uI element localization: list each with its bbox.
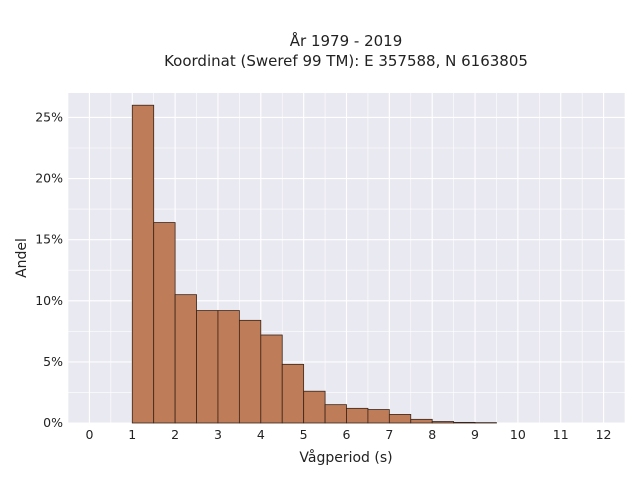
histogram-bar: [347, 408, 368, 423]
histogram-bar: [411, 419, 432, 423]
x-tick-label: 11: [553, 427, 569, 442]
histogram-bar: [132, 105, 153, 423]
y-axis-label: Andel: [14, 238, 30, 278]
x-tick-label: 0: [85, 427, 93, 442]
x-tick-label: 1: [128, 427, 136, 442]
chart-title-line1: År 1979 - 2019: [290, 31, 403, 50]
histogram-bar: [454, 422, 475, 423]
y-tick-label: 15%: [35, 232, 63, 247]
y-tick-label: 0%: [43, 415, 63, 430]
x-tick-label: 5: [300, 427, 308, 442]
y-tick-label: 20%: [35, 171, 63, 186]
x-axis-label: Vågperiod (s): [299, 449, 392, 466]
y-axis-ticks: 0% 5% 10% 15% 20% 25%: [35, 109, 63, 430]
histogram-bar: [282, 364, 303, 423]
histogram-bar: [261, 335, 282, 423]
x-tick-label: 3: [214, 427, 222, 442]
histogram-bar: [197, 311, 218, 423]
chart-title-line2: Koordinat (Sweref 99 TM): E 357588, N 61…: [164, 52, 528, 70]
x-tick-label: 12: [596, 427, 612, 442]
histogram-bar: [389, 414, 410, 423]
x-tick-label: 4: [257, 427, 265, 442]
histogram-bar: [304, 391, 325, 423]
y-tick-label: 5%: [43, 354, 63, 369]
x-tick-label: 2: [171, 427, 179, 442]
x-tick-label: 9: [471, 427, 479, 442]
x-tick-label: 7: [385, 427, 393, 442]
x-tick-label: 10: [510, 427, 526, 442]
histogram-bar: [175, 295, 196, 423]
y-tick-label: 25%: [35, 109, 63, 124]
histogram-bar: [154, 223, 175, 423]
histogram-bar: [239, 320, 260, 423]
histogram-bar: [325, 405, 346, 423]
y-tick-label: 10%: [35, 293, 63, 308]
x-tick-label: 6: [343, 427, 351, 442]
histogram-bar: [432, 422, 453, 423]
x-tick-label: 8: [428, 427, 436, 442]
histogram-bar: [368, 410, 389, 423]
histogram-bar: [218, 311, 239, 423]
